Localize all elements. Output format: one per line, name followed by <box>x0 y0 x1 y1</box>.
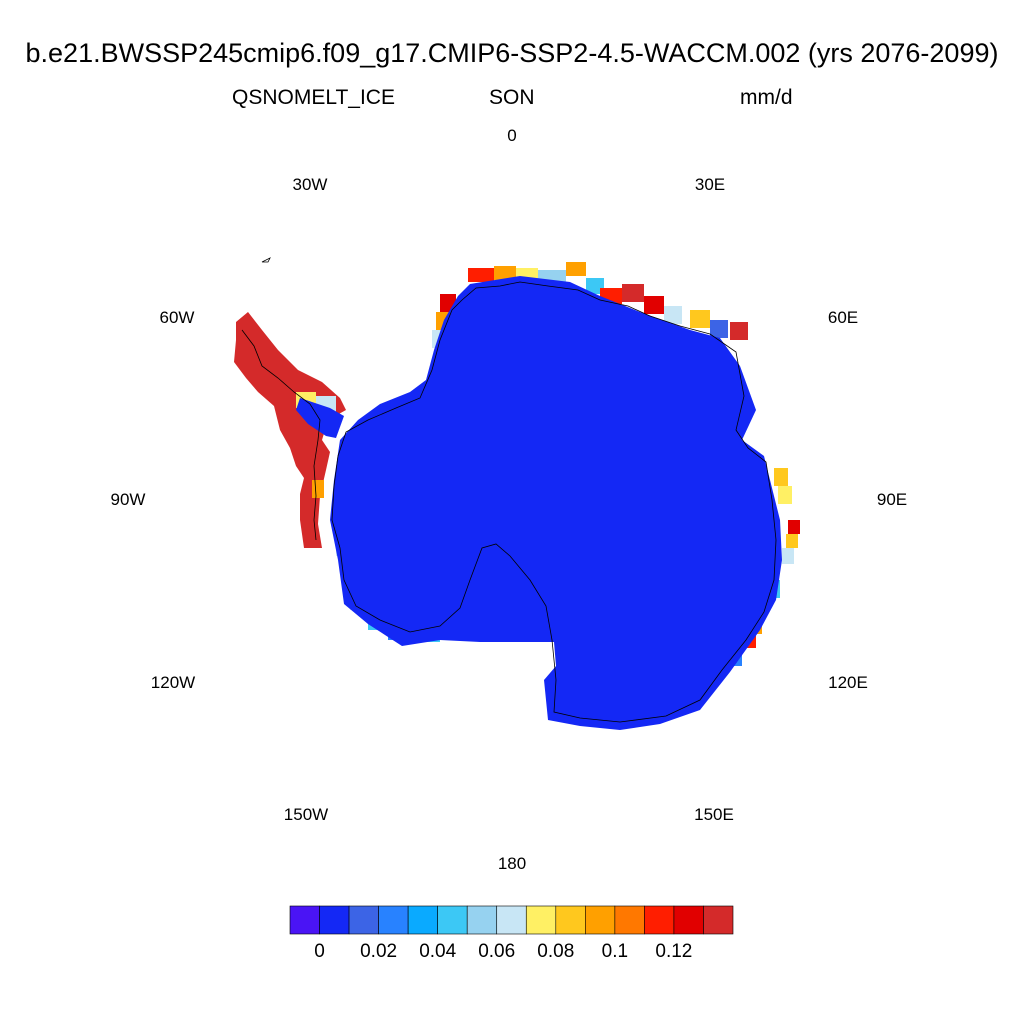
colorbar-swatch <box>437 905 468 935</box>
colorbar-swatch <box>585 905 616 935</box>
lon-label-150e: 150E <box>694 805 734 824</box>
colorbar-tick-label: 0.1 <box>601 941 629 962</box>
colorbar-swatch <box>555 905 586 935</box>
colorbar-tick-label: 0.12 <box>655 941 693 962</box>
lon-label-90w: 90W <box>110 490 146 509</box>
colorbar-swatch <box>289 905 320 935</box>
lon-label-30w: 30W <box>292 175 328 194</box>
lon-label-60e: 60E <box>827 308 859 327</box>
lon-label-90e: 90E <box>876 490 908 509</box>
colorbar-tick-label: 0.08 <box>537 941 575 962</box>
colorbar-swatch <box>614 905 645 935</box>
colorbar-swatch <box>496 905 527 935</box>
lon-label-30e: 30E <box>694 175 726 194</box>
colorbar-swatch <box>319 905 350 935</box>
colorbar-swatch <box>378 905 409 935</box>
map-title: b.e21.BWSSP245cmip6.f09_g17.CMIP6-SSP2-4… <box>25 38 999 68</box>
colorbar-swatch <box>348 905 379 935</box>
lon-label-0: 0 <box>507 126 517 145</box>
season-label: SON <box>489 86 535 109</box>
colorbar-swatch <box>703 905 734 935</box>
colorbar-swatch <box>673 905 704 935</box>
colorbar-tick-label: 0.04 <box>419 941 457 962</box>
lon-label-120w: 120W <box>150 673 196 692</box>
lon-label-120e: 120E <box>828 673 868 692</box>
lon-label-60w: 60W <box>159 308 195 327</box>
colorbar-swatch <box>466 905 498 935</box>
colorbar-swatch <box>644 905 675 935</box>
colorbar-swatch <box>407 905 438 935</box>
coastlines <box>241 257 777 723</box>
colorbar-swatch <box>525 905 557 935</box>
variable-label: QSNOMELT_ICE <box>232 86 395 109</box>
colorbar <box>289 905 734 935</box>
ice-sheet <box>296 276 782 730</box>
colorbar-tick-label: 0 <box>314 941 325 962</box>
lon-label-180: 180 <box>497 854 527 873</box>
colorbar-tick-label: 0.02 <box>360 941 398 962</box>
colorbar-tick-label: 0.06 <box>478 941 516 962</box>
units-label: mm/d <box>740 86 793 109</box>
lon-label-150w: 150W <box>283 805 329 824</box>
